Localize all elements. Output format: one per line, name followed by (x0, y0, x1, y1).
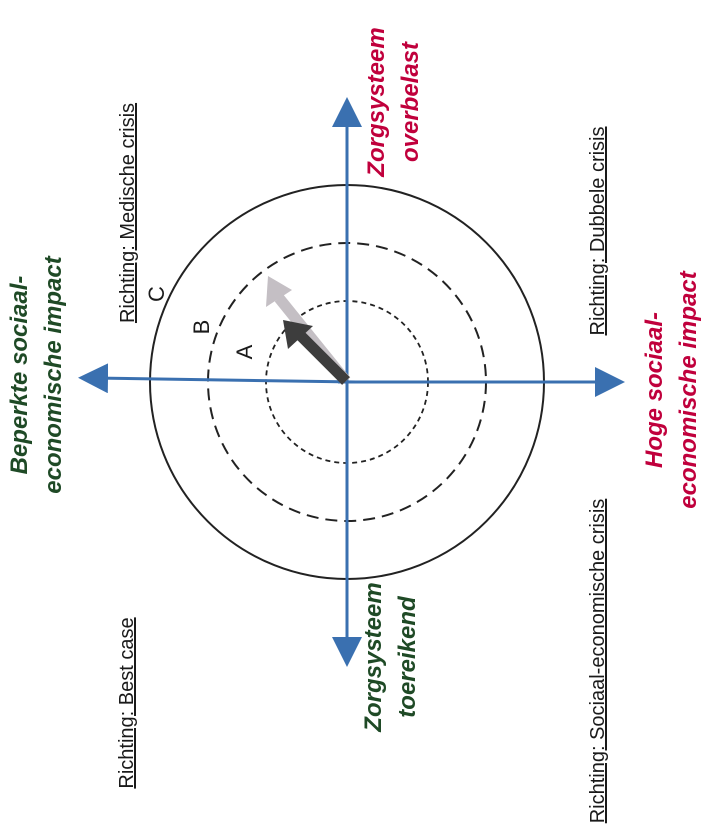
axis-label-left-line-2: toereikend (394, 595, 421, 718)
horizontal-axis-left (78, 363, 357, 394)
ring-label-a: A (232, 344, 257, 359)
ring-label-c: C (144, 286, 169, 302)
axis-label-down-line-2: economische impact (675, 270, 702, 508)
quadrant-label-best-case: Richting: Best case (116, 617, 138, 788)
quadrant-label-medical: Richting: Medische crisis (117, 103, 139, 323)
dark-arrow-shaft (296, 331, 350, 385)
axis-label-right-line-2: overbelast (397, 41, 424, 162)
quadrant-label-double: Richting: Dubbele crisis (587, 127, 609, 336)
axis-label-up-line-1: Beperkte sociaal- (6, 276, 33, 475)
current-arrow (283, 320, 350, 385)
axis-label-down-line-1: Hoge sociaal- (641, 312, 668, 468)
light-arrowhead (266, 276, 292, 307)
axis-label-down: Hoge sociaal- economische impact (641, 270, 702, 508)
ring-label-b: B (189, 320, 214, 335)
axis-label-left: Zorgsysteem toereikend (360, 582, 421, 732)
axis-label-up-line-2: economische impact (40, 255, 67, 493)
axis-label-right-line-1: Zorgsysteem (363, 27, 390, 177)
axis-label-up: Beperkte sociaal- economische impact (6, 255, 67, 493)
dark-arrowhead (283, 320, 313, 349)
axis-label-left-line-1: Zorgsysteem (360, 582, 387, 732)
quadrant-label-socio-economic: Richting: Sociaal-economische crisis (587, 499, 609, 824)
axis-label-right: Zorgsysteem overbelast (363, 27, 424, 177)
